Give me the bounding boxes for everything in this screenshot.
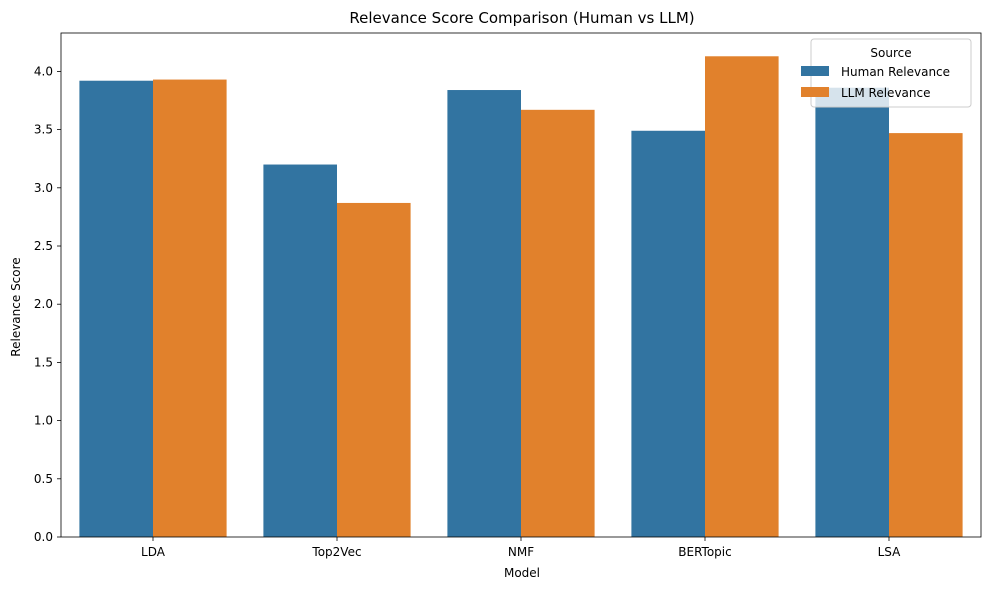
legend-label-llm: LLM Relevance [841, 86, 930, 100]
bar-human-lda [79, 80, 153, 537]
bar-human-nmf [447, 90, 521, 537]
y-tick-label: 1.5 [34, 355, 53, 369]
x-tick-label: NMF [508, 545, 534, 559]
y-tick-label: 0.0 [34, 530, 53, 544]
y-tick-label: 3.0 [34, 181, 53, 195]
x-tick-label: LDA [141, 545, 166, 559]
legend-label-human: Human Relevance [841, 65, 950, 79]
legend: Source Human Relevance LLM Relevance [801, 38, 972, 108]
y-tick-label: 2.0 [34, 297, 53, 311]
bars-layer [79, 56, 963, 538]
y-tick-label: 1.0 [34, 414, 53, 428]
legend-title: Source [870, 46, 911, 60]
bar-human-bertopic [631, 130, 705, 537]
bar-llm-lda [153, 79, 227, 537]
y-tick-label: 2.5 [34, 239, 53, 253]
y-tick-label: 4.0 [34, 64, 53, 78]
legend-swatch-human [801, 66, 829, 76]
bar-llm-bertopic [705, 56, 779, 537]
y-axis-label: Relevance Score [9, 257, 23, 356]
plot-frame [60, 32, 982, 538]
chart-title: Relevance Score Comparison (Human vs LLM… [349, 9, 694, 27]
x-tick-label: LSA [878, 545, 902, 559]
bar-llm-lsa [889, 133, 963, 537]
axes-layer: LDA Top2Vec NMF BERTopic LSA 0.0 0.5 1.0 1.5 2.0 2… [34, 32, 982, 559]
bar-llm-nmf [521, 109, 595, 537]
bar-human-lsa [815, 87, 889, 538]
legend-swatch-llm [801, 87, 829, 97]
y-tick-label: 3.5 [34, 123, 53, 137]
y-tick-label: 0.5 [34, 472, 53, 486]
bar-llm-top2vec [337, 202, 411, 537]
bar-human-top2vec [263, 164, 337, 537]
x-tick-label: Top2Vec [311, 545, 361, 559]
x-axis-label: Model [504, 566, 540, 580]
x-tick-label: BERTopic [678, 545, 731, 559]
